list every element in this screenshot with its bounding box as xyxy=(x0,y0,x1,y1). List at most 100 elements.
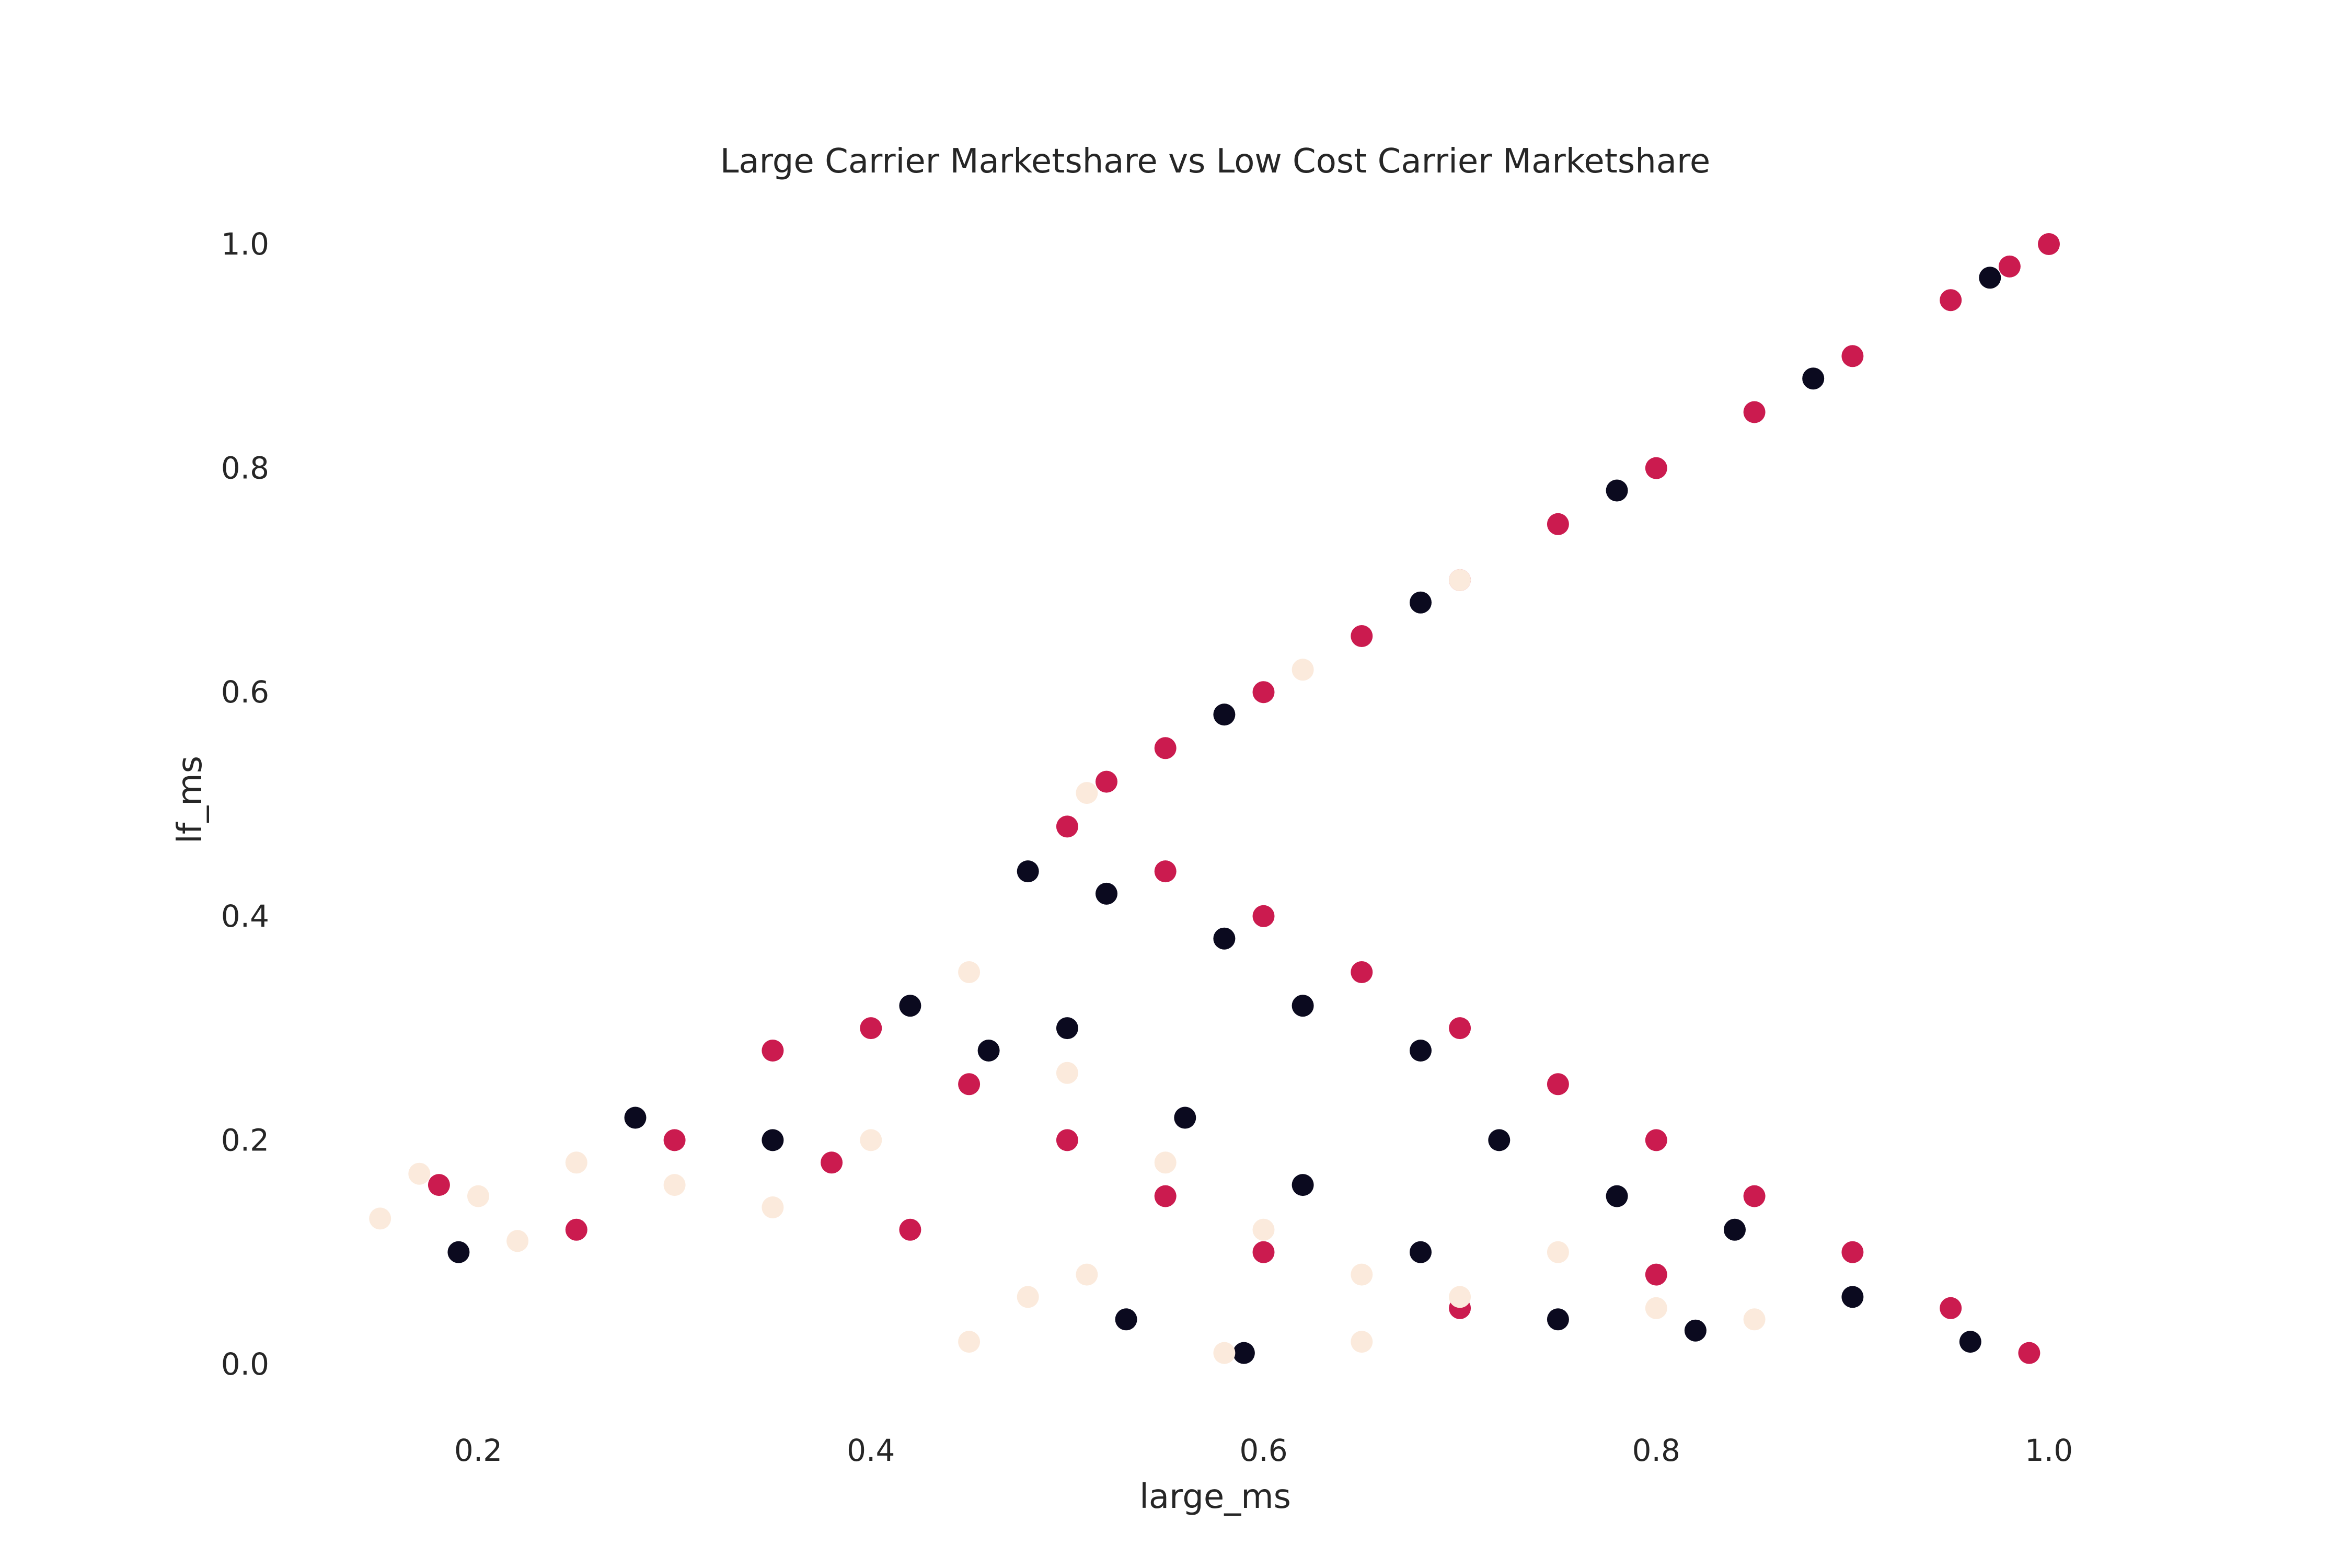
scatter-point xyxy=(1252,681,1275,704)
scatter-point xyxy=(1979,267,2001,289)
scatter-point xyxy=(2038,233,2060,255)
scatter-point xyxy=(762,1196,784,1218)
scatter-point xyxy=(1488,1129,1511,1151)
scatter-point xyxy=(1940,289,1962,312)
scatter-point xyxy=(1174,1106,1196,1129)
scatter-point xyxy=(1017,1286,1039,1308)
scatter-point xyxy=(2018,1342,2040,1364)
scatter-point xyxy=(1232,1342,1255,1364)
scatter-point xyxy=(1056,1017,1078,1040)
y-tick-label: 1.0 xyxy=(221,226,269,262)
scatter-point xyxy=(1547,1308,1569,1331)
scatter-point xyxy=(1449,569,1471,591)
scatter-point xyxy=(1410,1040,1432,1062)
scatter-point xyxy=(1410,1241,1432,1263)
scatter-point xyxy=(1076,1263,1098,1286)
x-axis-label: large_ms xyxy=(1139,1478,1291,1516)
scatter-point xyxy=(1959,1331,1981,1353)
scatter-point xyxy=(1606,1185,1628,1207)
scatter-point xyxy=(1743,1185,1766,1207)
scatter-point xyxy=(1547,1073,1569,1096)
data-points xyxy=(369,233,2060,1364)
x-tick-label: 0.4 xyxy=(847,1433,895,1468)
scatter-point xyxy=(1017,860,1039,883)
scatter-point xyxy=(1606,479,1628,502)
scatter-point xyxy=(1684,1319,1707,1342)
scatter-point xyxy=(1213,1342,1236,1364)
scatter-point xyxy=(899,1218,921,1241)
chart-title: Large Carrier Marketshare vs Low Cost Ca… xyxy=(720,142,1711,181)
scatter-point xyxy=(663,1129,686,1151)
x-tick-label: 0.6 xyxy=(1239,1433,1287,1468)
scatter-point xyxy=(1154,1185,1177,1207)
scatter-point xyxy=(1547,513,1569,535)
scatter-point xyxy=(1841,1286,1864,1308)
scatter-point xyxy=(1841,1241,1864,1263)
scatter-point xyxy=(1449,1017,1471,1040)
scatter-point xyxy=(1252,905,1275,927)
scatter-point xyxy=(1096,882,1117,905)
scatter-point xyxy=(1292,659,1314,681)
scatter-point xyxy=(1351,625,1373,647)
scatter-point xyxy=(1645,1129,1667,1151)
scatter-point xyxy=(1213,927,1236,950)
scatter-point xyxy=(1096,770,1117,793)
scatter-point xyxy=(1940,1297,1962,1319)
scatter-point xyxy=(1547,1241,1569,1263)
y-tick-label: 0.8 xyxy=(221,451,269,486)
scatter-point xyxy=(1351,961,1373,983)
x-tick-label: 1.0 xyxy=(2025,1433,2073,1468)
scatter-point xyxy=(1076,782,1098,804)
scatter-point xyxy=(1724,1218,1746,1241)
y-tick-labels: 0.0 0.2 0.4 0.6 0.8 1.0 xyxy=(221,226,269,1382)
scatter-point xyxy=(958,1073,981,1096)
scatter-point xyxy=(565,1218,587,1241)
scatter-point xyxy=(1213,704,1236,726)
x-tick-label: 0.8 xyxy=(1632,1433,1680,1468)
scatter-point xyxy=(958,1331,981,1353)
y-tick-label: 0.2 xyxy=(221,1122,269,1158)
x-tick-labels: 0.2 0.4 0.6 0.8 1.0 xyxy=(454,1433,2073,1468)
scatter-point xyxy=(1056,1062,1078,1084)
y-axis-label: lf_ms xyxy=(171,756,210,844)
scatter-point xyxy=(1743,1308,1766,1331)
scatter-point xyxy=(428,1174,450,1196)
scatter-point xyxy=(1645,1263,1667,1286)
scatter-point xyxy=(1410,591,1432,614)
scatter-point xyxy=(1998,255,2021,278)
scatter-point xyxy=(1154,860,1177,883)
scatter-point xyxy=(1252,1241,1275,1263)
scatter-point xyxy=(1351,1263,1373,1286)
scatter-point xyxy=(467,1185,489,1207)
scatter-point xyxy=(1743,401,1766,423)
scatter-point xyxy=(369,1207,391,1230)
y-tick-label: 0.0 xyxy=(221,1346,269,1382)
scatter-point xyxy=(447,1241,470,1263)
y-tick-label: 0.6 xyxy=(221,674,269,710)
scatter-point xyxy=(1292,995,1314,1017)
scatter-point xyxy=(899,995,921,1017)
scatter-point xyxy=(1252,1218,1275,1241)
scatter-point xyxy=(1115,1308,1137,1331)
scatter-point xyxy=(762,1129,784,1151)
scatter-point xyxy=(1645,1297,1667,1319)
scatter-point xyxy=(624,1106,647,1129)
scatter-point xyxy=(1056,1129,1078,1151)
scatter-point xyxy=(1056,815,1078,838)
scatter-point xyxy=(762,1040,784,1062)
scatter-point xyxy=(860,1017,882,1040)
scatter-point xyxy=(860,1129,882,1151)
scatter-point xyxy=(408,1162,431,1185)
scatter-point xyxy=(1802,367,1825,390)
y-tick-label: 0.4 xyxy=(221,898,269,934)
scatter-point xyxy=(977,1040,1000,1062)
scatter-point xyxy=(821,1151,843,1174)
scatter-point xyxy=(1841,345,1864,367)
scatter-point xyxy=(1449,1286,1471,1308)
scatter-point xyxy=(506,1230,529,1252)
scatter-point xyxy=(663,1174,686,1196)
scatter-point xyxy=(1645,457,1667,479)
scatter-point xyxy=(958,961,981,983)
